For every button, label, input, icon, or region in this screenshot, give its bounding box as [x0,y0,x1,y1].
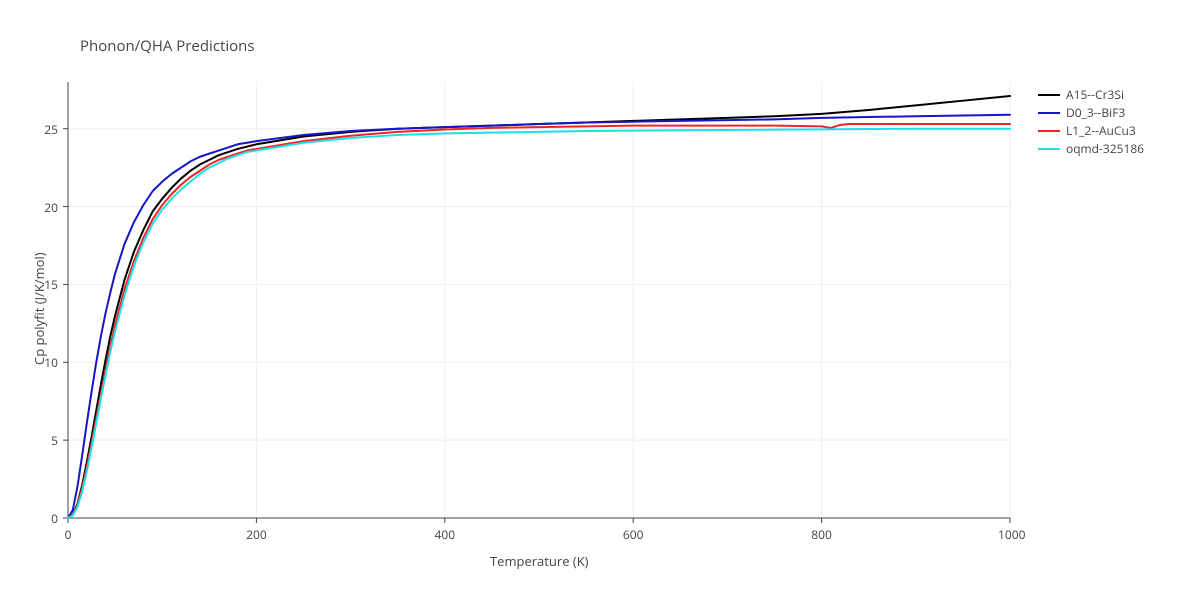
x-tick-label: 400 [433,526,457,543]
y-tick-label: 15 [44,276,58,293]
legend-label: oqmd-325186 [1066,140,1144,157]
y-tick-label: 20 [44,199,58,216]
legend-entry[interactable]: L1_2--AuCu3 [1038,122,1136,139]
legend-entry[interactable]: D0_3--BiF3 [1038,104,1125,121]
legend-swatch [1038,130,1060,132]
legend-swatch [1038,94,1060,96]
legend-entry[interactable]: oqmd-325186 [1038,140,1144,157]
x-tick-label: 600 [621,526,645,543]
legend-swatch [1038,112,1060,114]
y-tick-label: 0 [51,510,58,527]
x-tick-label: 0 [56,526,80,543]
legend-label: D0_3--BiF3 [1066,104,1125,121]
chart-container: Phonon/QHA Predictions Cp polyfit (J/K/m… [0,0,1200,600]
legend-label: L1_2--AuCu3 [1066,122,1136,139]
chart-plot-area [0,0,1200,600]
y-tick-label: 5 [51,432,58,449]
y-tick-label: 25 [44,121,58,138]
legend-entry[interactable]: A15--Cr3Si [1038,86,1124,103]
y-tick-label: 10 [44,354,58,371]
x-tick-label: 800 [810,526,834,543]
x-tick-label: 200 [244,526,268,543]
legend-swatch [1038,148,1060,150]
x-tick-label: 1000 [998,526,1022,543]
legend-label: A15--Cr3Si [1066,86,1124,103]
